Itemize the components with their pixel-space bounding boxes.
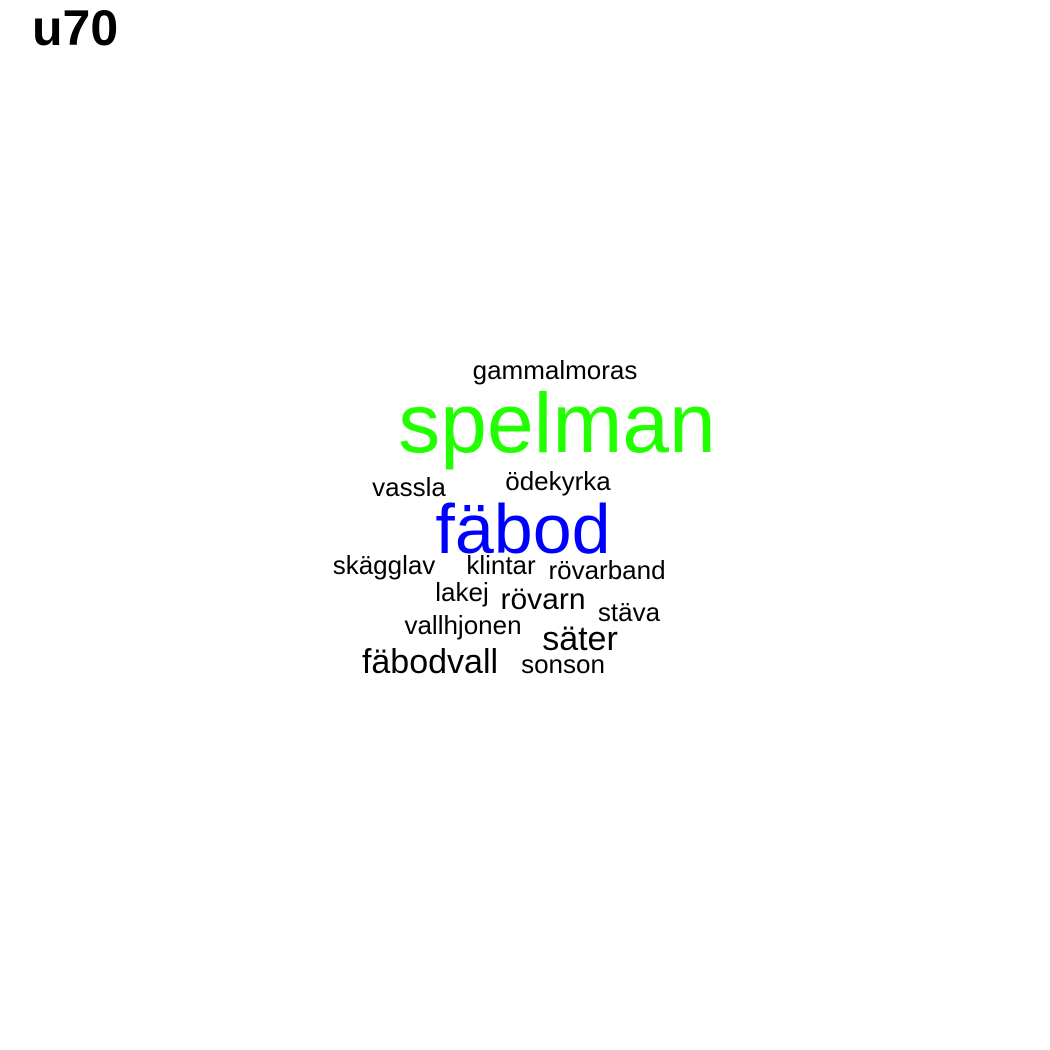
word-fabod: fäbod xyxy=(435,490,611,568)
word-spelman: spelman xyxy=(398,376,716,470)
word-stava: stäva xyxy=(597,597,661,627)
word-rovarn: rövarn xyxy=(500,583,586,616)
word-sonson: sonson xyxy=(521,649,605,679)
word-klintar: klintar xyxy=(466,550,536,580)
word-gammalmoras: gammalmoras xyxy=(472,355,638,385)
word-skagglav: skägglav xyxy=(332,550,436,580)
page-title: u70 xyxy=(32,0,119,56)
word-lakej: lakej xyxy=(435,577,489,607)
word-rovarband: rövarband xyxy=(548,555,666,585)
word-sater: säter xyxy=(542,620,618,658)
word-vallhjonen: vallhjonen xyxy=(404,610,522,640)
word-odekyrka: ödekyrka xyxy=(505,466,611,496)
word-fabodvall: fäbodvall xyxy=(361,643,499,681)
word-vassla: vassla xyxy=(372,472,446,502)
